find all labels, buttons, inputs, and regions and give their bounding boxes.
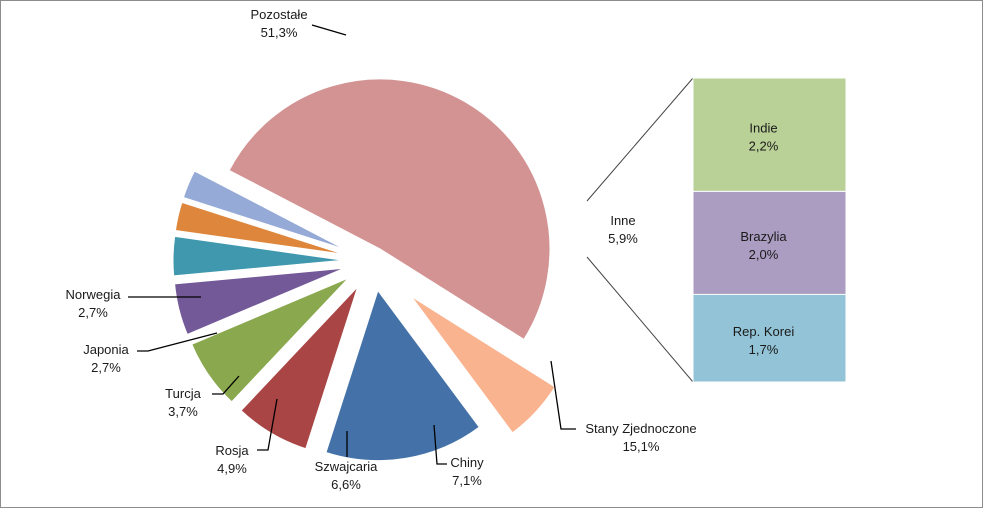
connector-bottom — [586, 256, 694, 383]
breakdown-value-indie: 2,2% — [749, 139, 779, 154]
value-pozostale: 51,3% — [261, 25, 298, 40]
value-chiny: 7,1% — [452, 473, 482, 488]
slice-rosja — [174, 267, 345, 336]
leader-chiny — [433, 424, 447, 465]
slice-pozostale — [228, 78, 551, 341]
value-norwegia: 2,7% — [78, 305, 108, 320]
value-rosja: 4,9% — [217, 461, 247, 476]
leader-stany-zjednoczone — [550, 360, 576, 430]
leader-rosja — [257, 398, 278, 451]
slice-stany-zjednoczone — [325, 289, 480, 462]
breakdown-label-rep-korei: Rep. Korei — [733, 324, 795, 339]
slice-szwajcaria — [191, 277, 349, 403]
slice-norwegia — [182, 170, 346, 250]
label-szwajcaria: Szwajcaria — [315, 459, 379, 474]
breakdown-value-rep-korei: 1,7% — [749, 342, 779, 357]
leader-turcja — [212, 375, 240, 395]
breakdown-value-brazylia: 2,0% — [749, 247, 779, 262]
slice-japonia — [174, 201, 344, 255]
value-stany-zjednoczone: 15,1% — [623, 439, 660, 454]
leader-japonia — [137, 332, 218, 352]
value-szwajcaria: 6,6% — [331, 477, 361, 492]
value-inne: 5,9% — [608, 231, 638, 246]
breakdown-rep-korei — [692, 293, 847, 383]
leader-pozostale — [311, 24, 347, 36]
breakdown-label-indie: Indie — [749, 121, 777, 136]
label-norwegia: Norwegia — [66, 287, 122, 302]
value-turcja: 3,7% — [168, 404, 198, 419]
label-stany-zjednoczone: Stany Zjednoczone — [585, 421, 696, 436]
label-turcja: Turcja — [165, 386, 201, 401]
label-inne: Inne — [610, 213, 635, 228]
breakdown-label-brazylia: Brazylia — [740, 229, 787, 244]
label-chiny: Chiny — [450, 455, 484, 470]
label-rosja: Rosja — [215, 443, 249, 458]
label-japonia: Japonia — [83, 342, 129, 357]
connector-top — [586, 77, 694, 202]
label-pozostale: Pozostałe — [250, 7, 307, 22]
value-japonia: 2,7% — [91, 360, 121, 375]
slice-turcja — [172, 235, 344, 277]
